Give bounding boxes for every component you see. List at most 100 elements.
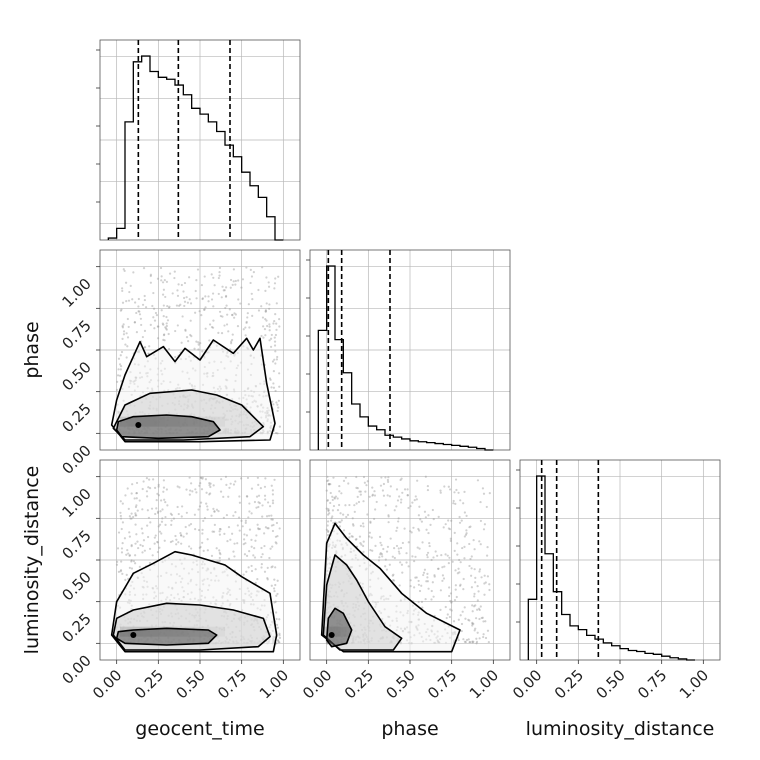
scatter-point [252, 271, 255, 274]
y-tick-label: 0.25 [58, 610, 94, 646]
scatter-point [130, 512, 133, 515]
scatter-point [208, 493, 211, 496]
scatter-point [233, 312, 236, 315]
scatter-point [482, 492, 486, 495]
scatter-point [399, 501, 403, 504]
scatter-point [201, 477, 204, 480]
scatter-point [454, 569, 457, 572]
y-axis-label-luminosity_distance: luminosity_distance [21, 466, 43, 655]
scatter-point [164, 326, 167, 329]
scatter-point [482, 633, 485, 636]
scatter-point [275, 302, 278, 305]
scatter-point [255, 506, 258, 509]
scatter-point [158, 523, 162, 526]
scatter-point [224, 295, 228, 298]
scatter-point [247, 516, 250, 519]
scatter-point [356, 495, 359, 498]
scatter-point [421, 541, 424, 544]
scatter-point [472, 622, 475, 625]
scatter-point [155, 499, 158, 502]
scatter-point [160, 309, 163, 312]
scatter-point [218, 556, 221, 560]
scatter-point [334, 495, 338, 498]
scatter-point [143, 298, 146, 302]
scatter-point [386, 494, 389, 497]
scatter-point [277, 406, 280, 409]
scatter-point [364, 490, 367, 493]
scatter-point [419, 518, 422, 521]
scatter-point [441, 566, 444, 569]
scatter-point [418, 589, 422, 593]
scatter-point [213, 523, 216, 526]
scatter-point [447, 519, 450, 522]
scatter-point [119, 569, 123, 572]
scatter-point [264, 317, 267, 321]
scatter-point [175, 304, 179, 307]
scatter-point [149, 521, 152, 524]
scatter-point [439, 589, 442, 592]
scatter-point [386, 545, 390, 548]
scatter-point [189, 522, 193, 526]
scatter-point [207, 295, 210, 298]
scatter-point [456, 553, 459, 556]
scatter-point [278, 385, 281, 388]
scatter-point [484, 636, 488, 640]
scatter-point [155, 507, 158, 510]
scatter-point [117, 357, 121, 360]
scatter-point [242, 328, 245, 331]
scatter-point [393, 547, 396, 550]
scatter-point [365, 484, 368, 487]
scatter-point [451, 560, 454, 563]
scatter-point [268, 556, 271, 560]
scatter-point [471, 622, 474, 625]
scatter-point [130, 517, 133, 520]
scatter-point [215, 547, 218, 550]
scatter-point [164, 501, 167, 504]
scatter-point [138, 313, 142, 316]
scatter-point [371, 549, 374, 552]
scatter-point [121, 502, 124, 505]
scatter-point [413, 560, 416, 563]
scatter-point [223, 532, 226, 535]
scatter-point [218, 549, 221, 552]
scatter-point [121, 521, 125, 524]
scatter-point [258, 527, 261, 531]
scatter-point [423, 568, 427, 571]
scatter-point [423, 510, 427, 513]
scatter-point [181, 505, 184, 508]
scatter-point [119, 570, 122, 573]
scatter-point [204, 327, 207, 330]
scatter-point [171, 540, 174, 543]
scatter-point [474, 576, 477, 579]
scatter-point [191, 490, 194, 493]
scatter-point [348, 532, 351, 535]
scatter-point [188, 524, 191, 527]
scatter-point [432, 595, 435, 598]
scatter-point [460, 629, 463, 633]
scatter-point [122, 333, 126, 336]
scatter-point [428, 542, 431, 545]
scatter-point [396, 499, 400, 502]
scatter-point [227, 557, 231, 560]
scatter-point [123, 537, 127, 540]
scatter-point [221, 315, 224, 318]
scatter-point [271, 502, 275, 505]
scatter-point [204, 478, 207, 481]
scatter-point [366, 480, 369, 483]
scatter-point [256, 476, 259, 479]
scatter-point [152, 291, 155, 295]
scatter-point [184, 328, 187, 331]
scatter-point [271, 360, 275, 363]
scatter-point [118, 374, 122, 377]
scatter-point [237, 298, 240, 301]
scatter-point [483, 574, 486, 577]
scatter-point [154, 534, 157, 537]
scatter-point [160, 279, 163, 282]
scatter-point [271, 489, 274, 492]
scatter-point [189, 302, 193, 305]
scatter-point [424, 516, 427, 519]
scatter-point [139, 543, 142, 547]
scatter-point [269, 345, 273, 348]
scatter-point [338, 525, 342, 528]
scatter-point [454, 588, 457, 591]
